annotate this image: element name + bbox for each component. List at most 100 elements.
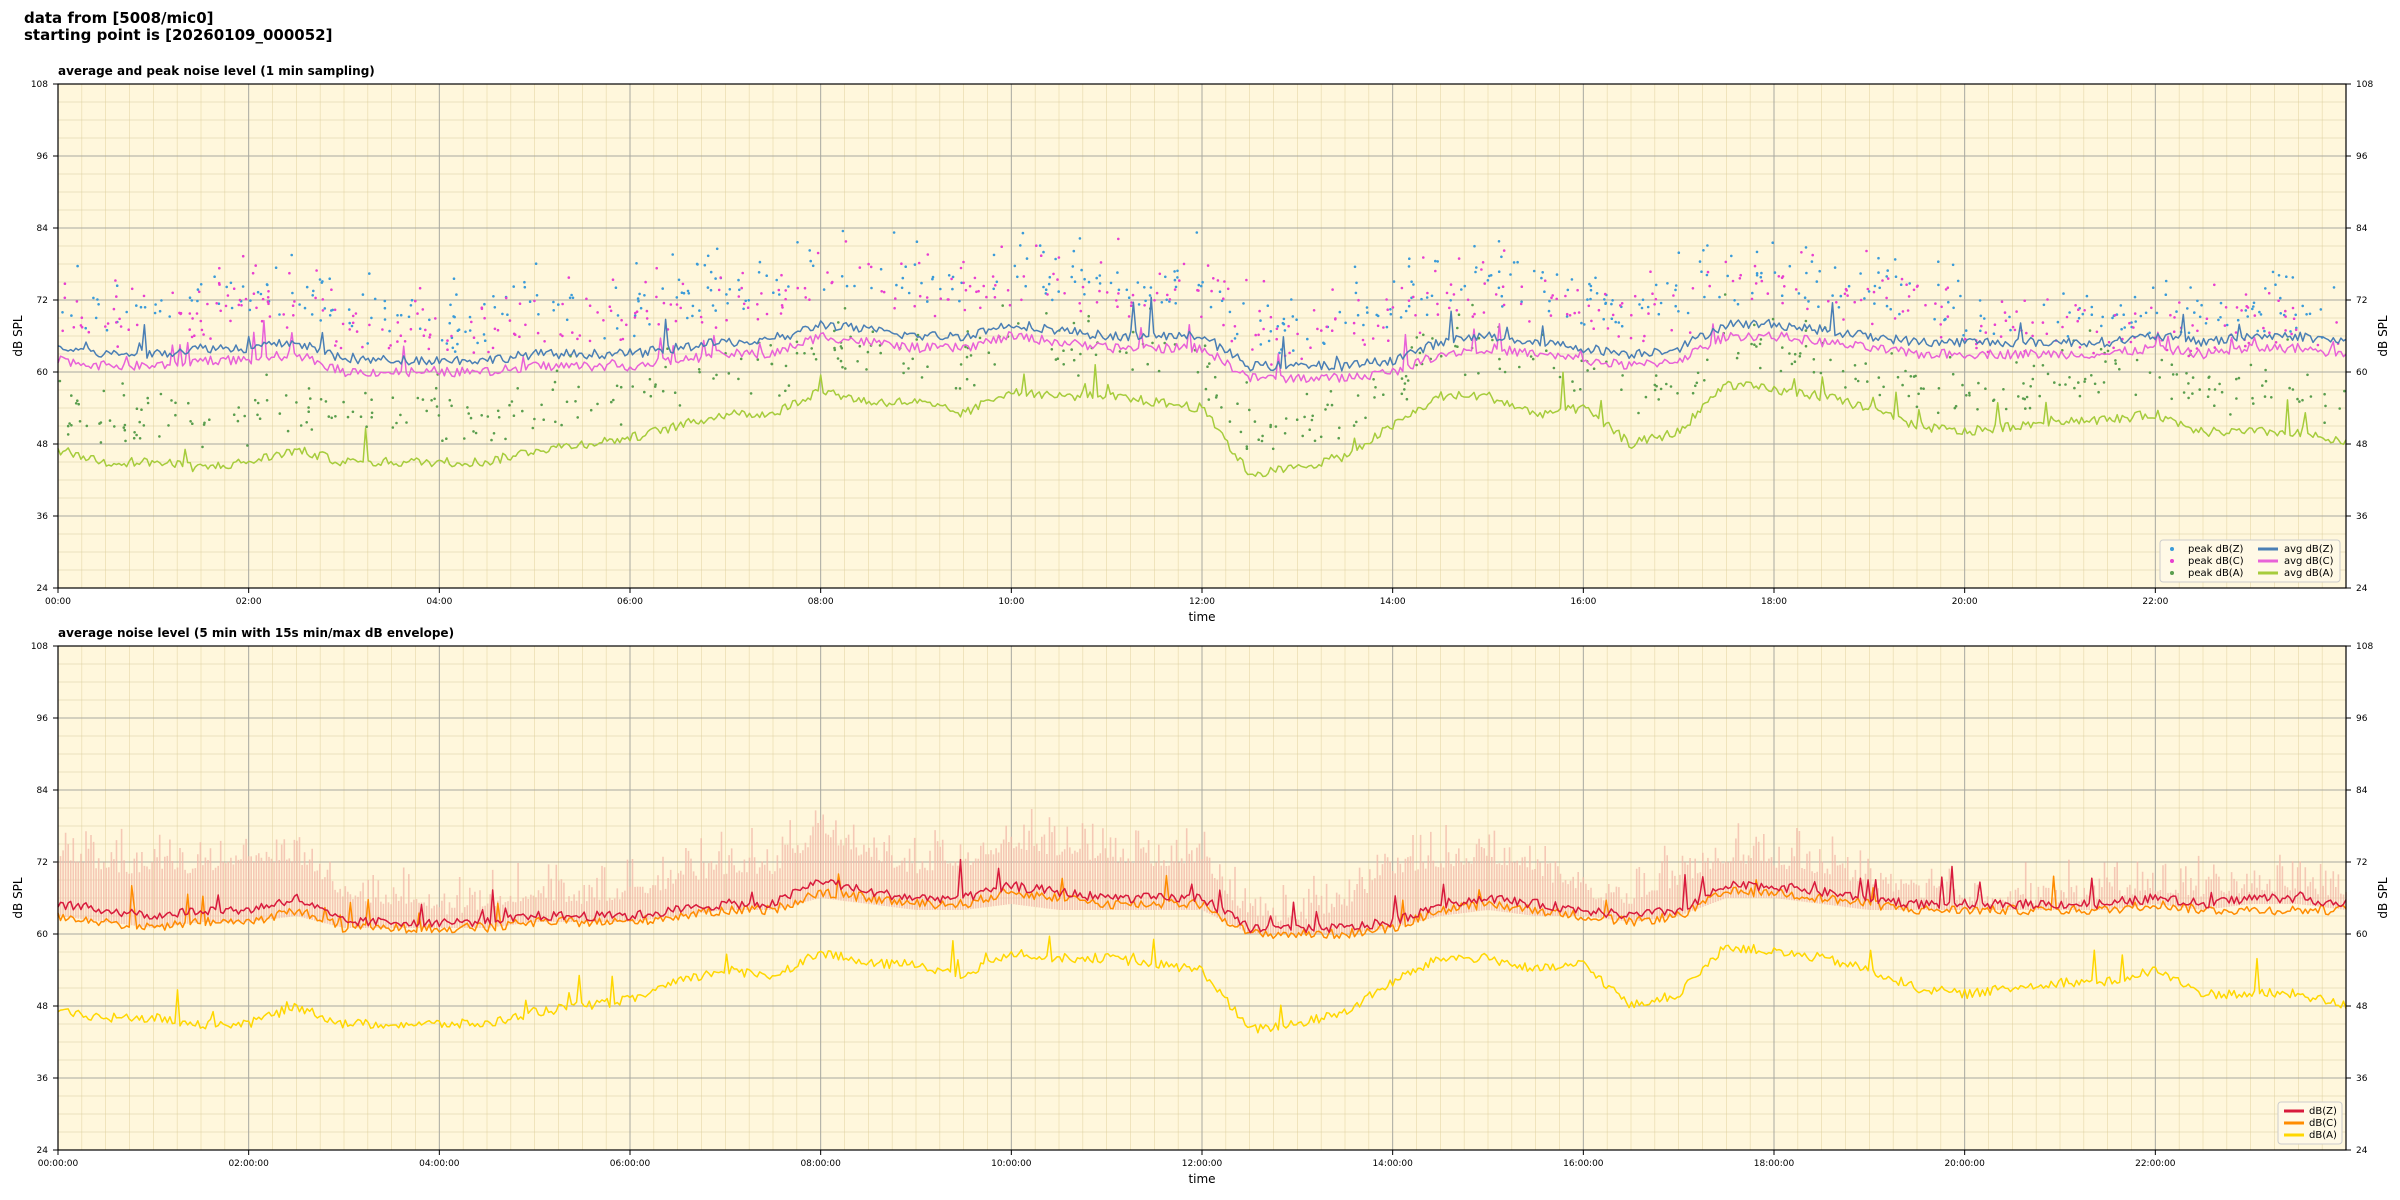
peak-point [2090,313,2094,316]
peak-point [913,263,917,266]
peak-point [1168,300,1171,303]
peak-point [1915,405,1919,409]
peak-point [1418,351,1422,355]
peak-point [1783,285,1786,288]
peak-point [1210,289,1213,293]
peak-point [1812,370,1816,374]
peak-point [1886,269,1889,272]
peak-point [258,417,262,421]
peak-point [1420,297,1423,301]
peak-point [2058,383,2061,387]
x-tick-label: 10:00:00 [991,1159,1032,1169]
x-axis-label: time [1188,1172,1215,1186]
peak-point [2291,388,2295,391]
peak-point [1324,408,1327,411]
peak-point [1629,336,1633,340]
peak-point [114,279,117,282]
peak-point [1118,350,1122,353]
peak-point [576,416,579,419]
peak-point [225,285,228,289]
peak-point [2132,326,2135,329]
peak-point [742,307,745,311]
peak-point [1044,288,1048,291]
peak-point [238,298,242,302]
peak-point [2042,303,2046,307]
x-tick-label: 00:00:00 [38,1159,79,1169]
x-tick-label: 00:00 [45,597,71,607]
peak-point [2252,301,2256,305]
peak-point [229,319,232,323]
peak-point [958,387,962,390]
peak-point [853,284,856,288]
peak-point [1173,270,1176,273]
peak-point [305,285,309,289]
peak-point [1245,445,1249,448]
peak-point [725,293,728,296]
peak-point [334,344,337,347]
peak-point [480,414,484,417]
peak-point [1486,279,1490,282]
peak-point [2319,308,2323,311]
peak-point [1750,297,1754,301]
peak-point [2187,331,2191,335]
peak-point [2100,324,2103,328]
peak-point [428,336,431,339]
peak-point [1617,335,1620,338]
peak-point [2206,395,2210,399]
peak-point [496,409,500,413]
peak-point [639,306,643,310]
peak-point [706,286,710,289]
peak-point [1050,348,1054,351]
peak-point [255,306,258,310]
peak-point [2323,392,2326,396]
peak-point [348,328,352,331]
peak-point [893,306,896,310]
peak-point [1540,276,1543,280]
peak-point [2291,306,2295,310]
peak-point [1163,341,1166,345]
peak-point [531,426,535,430]
x-tick-label: 16:00:00 [1563,1159,1604,1169]
peak-point [1301,434,1304,438]
peak-point [94,316,98,320]
peak-point [135,323,139,327]
peak-point [1471,315,1475,318]
peak-point [2285,275,2288,278]
legend-label: peak dB(C) [2188,556,2244,567]
peak-point [1653,383,1657,387]
peak-point [472,351,476,354]
y-tick-label: 36 [37,1074,49,1084]
peak-point [728,288,732,291]
peak-point [1494,293,1498,296]
peak-point [428,333,432,337]
peak-point [1497,270,1501,273]
x-tick-label: 04:00:00 [419,1159,460,1169]
peak-point [567,276,571,279]
peak-point [737,377,740,381]
peak-point [311,294,315,297]
peak-point [2106,349,2110,353]
peak-point [2083,377,2087,381]
peak-point [679,306,682,310]
peak-point [1890,352,1893,355]
peak-point [1641,298,1645,302]
peak-point [726,302,729,305]
peak-point [1046,293,1049,296]
peak-point [992,287,995,291]
peak-point [1431,337,1434,340]
series-peak-db-a- [58,293,2346,451]
peak-point [2004,407,2008,411]
peak-point [1425,313,1429,317]
peak-point [72,326,76,329]
peak-point [92,296,95,300]
peak-point [926,253,930,256]
peak-point [696,263,699,266]
peak-point [1391,306,1395,309]
peak-point [2305,313,2308,316]
legend-label: avg dB(A) [2284,568,2334,579]
peak-point [1519,302,1523,306]
peak-point [70,314,73,317]
peak-point [1473,244,1476,248]
peak-point [102,389,106,393]
peak-point [1389,312,1393,316]
